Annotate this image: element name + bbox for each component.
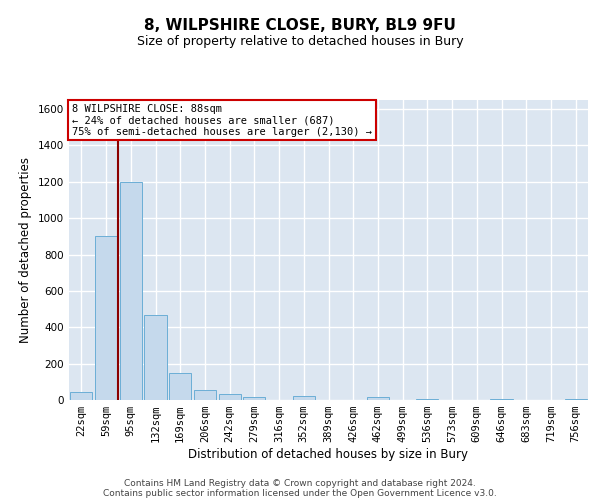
- Bar: [293, 396, 315, 400]
- Text: Contains public sector information licensed under the Open Government Licence v3: Contains public sector information licen…: [103, 488, 497, 498]
- Bar: [416, 399, 439, 400]
- Bar: [145, 314, 167, 400]
- Bar: [70, 392, 92, 400]
- Y-axis label: Number of detached properties: Number of detached properties: [19, 157, 32, 343]
- Text: Contains HM Land Registry data © Crown copyright and database right 2024.: Contains HM Land Registry data © Crown c…: [124, 478, 476, 488]
- Bar: [119, 182, 142, 400]
- Bar: [243, 396, 265, 400]
- Bar: [169, 372, 191, 400]
- Bar: [367, 398, 389, 400]
- Text: 8, WILPSHIRE CLOSE, BURY, BL9 9FU: 8, WILPSHIRE CLOSE, BURY, BL9 9FU: [144, 18, 456, 32]
- Text: Size of property relative to detached houses in Bury: Size of property relative to detached ho…: [137, 35, 463, 48]
- X-axis label: Distribution of detached houses by size in Bury: Distribution of detached houses by size …: [188, 448, 469, 461]
- Bar: [95, 236, 117, 400]
- Text: 8 WILPSHIRE CLOSE: 88sqm
← 24% of detached houses are smaller (687)
75% of semi-: 8 WILPSHIRE CLOSE: 88sqm ← 24% of detach…: [72, 104, 372, 137]
- Bar: [194, 390, 216, 400]
- Bar: [218, 394, 241, 400]
